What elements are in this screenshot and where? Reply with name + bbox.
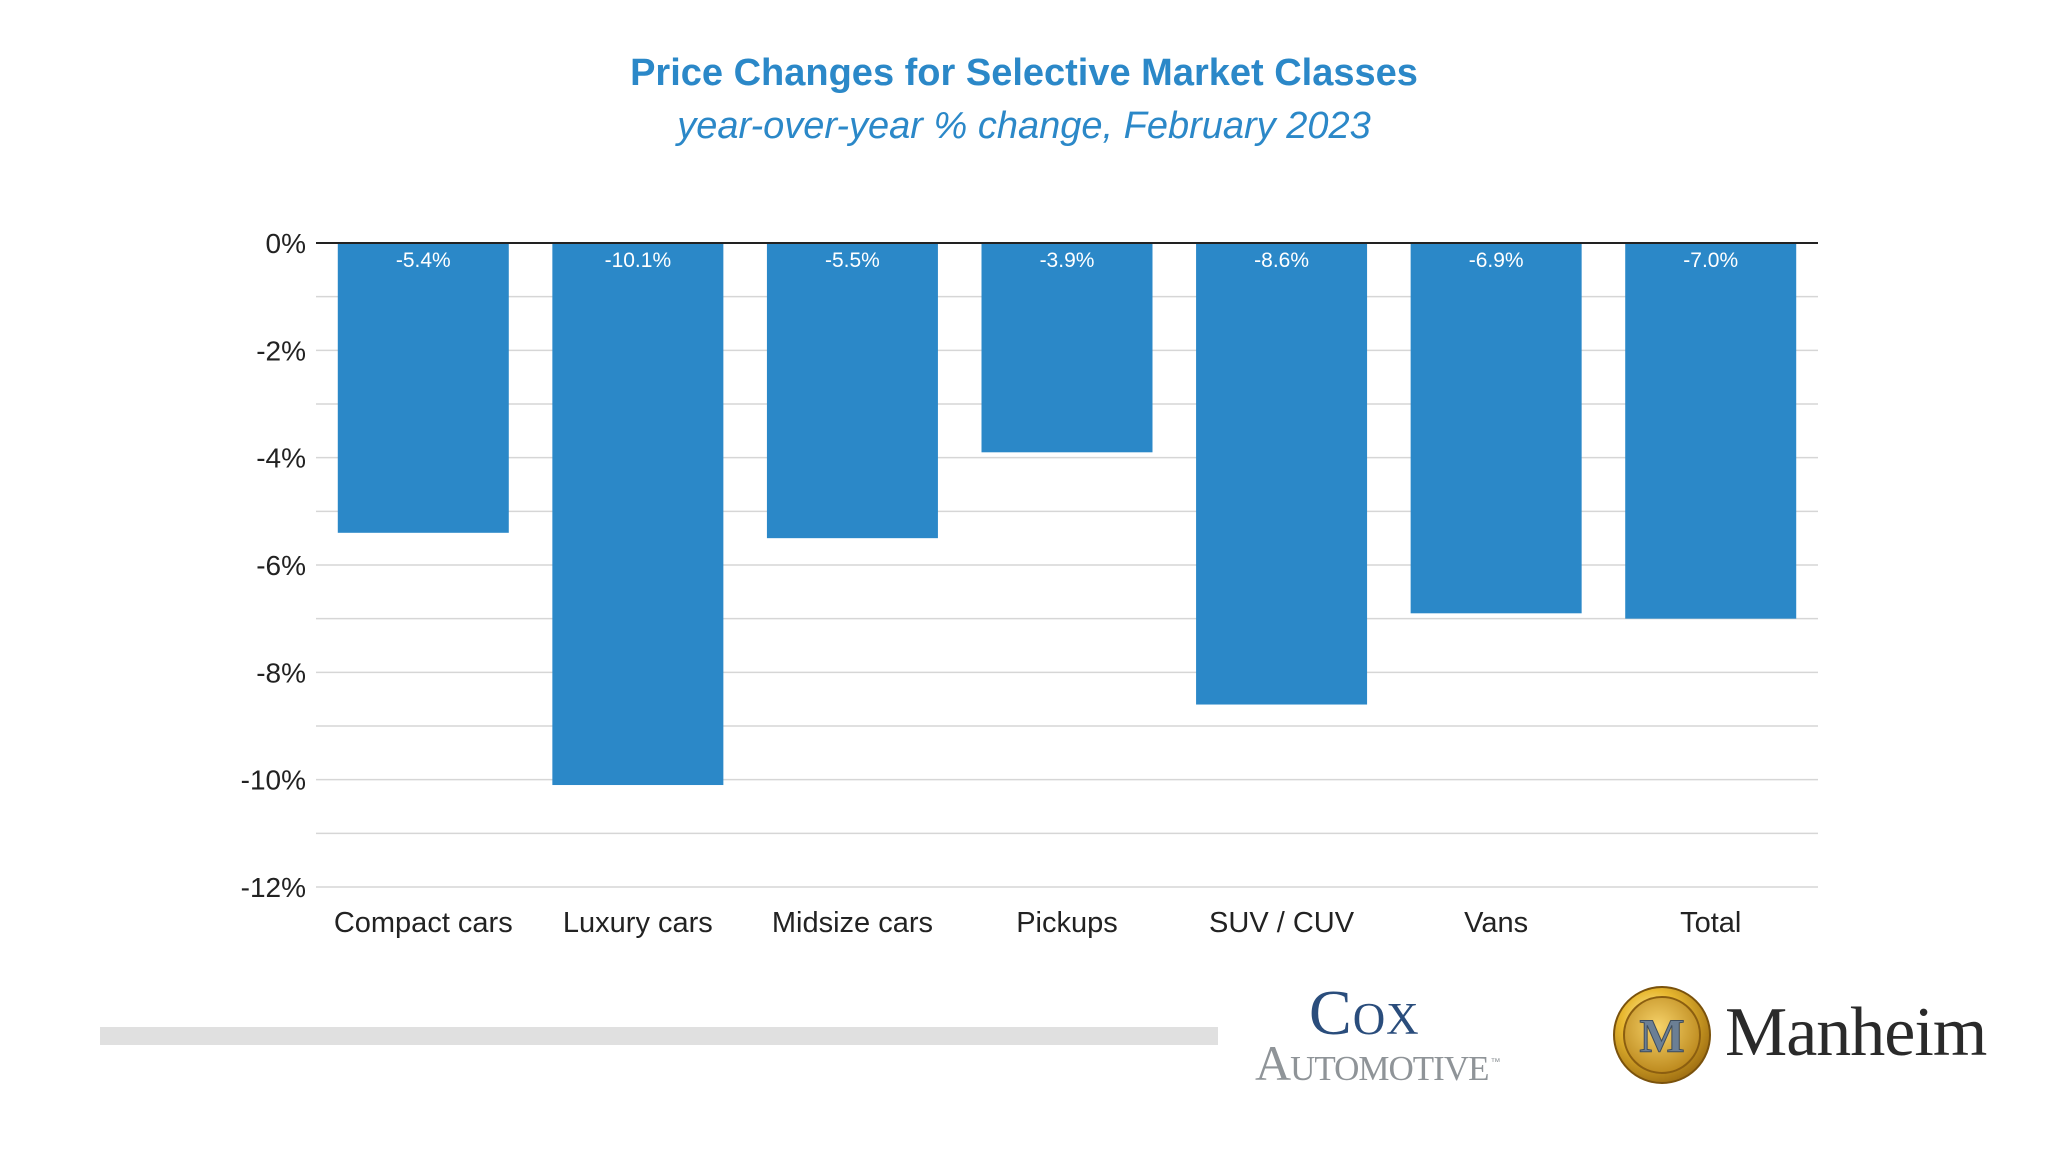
x-category-label: Compact cars bbox=[334, 907, 513, 939]
manheim-logo: M Manheim bbox=[1612, 985, 2022, 1095]
manheim-emblem-icon: M bbox=[1613, 986, 1711, 1084]
x-category-label: Vans bbox=[1464, 907, 1528, 939]
bar bbox=[337, 243, 509, 533]
x-category-label: Total bbox=[1680, 907, 1741, 939]
x-category-label: SUV / CUV bbox=[1209, 907, 1355, 939]
bar bbox=[552, 243, 724, 786]
bar-data-label: -8.6% bbox=[1254, 249, 1309, 272]
footer-divider-bar bbox=[100, 1027, 1218, 1045]
y-tick-label: 0% bbox=[266, 228, 306, 259]
y-tick-label: -2% bbox=[256, 335, 306, 366]
bar bbox=[1410, 243, 1582, 614]
chart-title: Price Changes for Selective Market Class… bbox=[630, 52, 1418, 94]
svg-text:M: M bbox=[1639, 1010, 1684, 1063]
bar-data-label: -6.9% bbox=[1469, 249, 1524, 272]
bar-data-label: -5.5% bbox=[825, 249, 880, 272]
x-category-label: Pickups bbox=[1016, 907, 1118, 939]
y-tick-label: -4% bbox=[256, 443, 306, 474]
bar-data-label: -10.1% bbox=[605, 249, 672, 272]
manheim-wordmark: Manheim bbox=[1725, 994, 1987, 1071]
chart-header: Price Changes for Selective Market Class… bbox=[0, 44, 2048, 150]
bar-data-label: -3.9% bbox=[1040, 249, 1095, 272]
bar bbox=[1625, 243, 1797, 619]
y-tick-label: -12% bbox=[241, 872, 306, 903]
automotive-logo-wordmark: Automotive ™ bbox=[1255, 1035, 1501, 1091]
y-tick-label: -10% bbox=[241, 765, 306, 796]
bar-data-label: -7.0% bbox=[1683, 249, 1738, 272]
bar bbox=[981, 243, 1153, 453]
cox-automotive-logo: Cox Automotive ™ bbox=[1255, 980, 1585, 1092]
y-tick-label: -6% bbox=[256, 550, 306, 581]
x-category-label: Midsize cars bbox=[772, 907, 933, 939]
chart-subtitle: year-over-year % change, February 2023 bbox=[677, 105, 1371, 147]
cox-logo-wordmark: Cox bbox=[1309, 977, 1420, 1048]
bar bbox=[766, 243, 938, 539]
y-tick-label: -8% bbox=[256, 657, 306, 688]
bar-chart: 0% -2% -4% -6% -8% -10% -12% -5.4% Compact cars -… bbox=[241, 228, 1818, 939]
bar bbox=[1196, 243, 1368, 705]
bar-data-label: -5.4% bbox=[396, 249, 451, 272]
x-category-label: Luxury cars bbox=[563, 907, 713, 939]
